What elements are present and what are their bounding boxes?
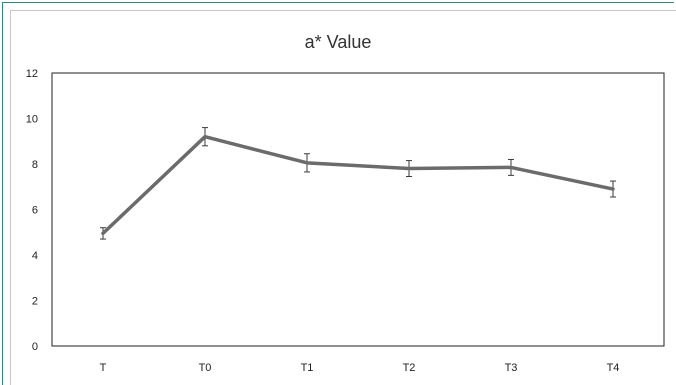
x-tick-label: T2 [403, 362, 416, 374]
y-tick-label: 12 [26, 68, 38, 80]
frame-accent-left [2, 2, 3, 385]
data-point [203, 135, 207, 139]
y-tick-label: 8 [32, 159, 38, 171]
data-point [305, 161, 309, 165]
x-tick-label: T1 [301, 362, 314, 374]
frame-inner-top [10, 10, 676, 11]
chart-title: a* Value [304, 32, 372, 52]
data-point [509, 165, 513, 169]
x-axis-ticks: T T0 T1 T2 T3 T4 [100, 362, 620, 374]
data-point [101, 231, 105, 235]
y-axis-ticks: 0 2 4 6 8 10 12 [26, 68, 38, 353]
frame-inner-left [10, 10, 11, 385]
chart-axes [51, 72, 665, 347]
plot-area-frame [51, 72, 665, 347]
x-tick-label: T [100, 362, 107, 374]
y-tick-label: 10 [26, 114, 38, 126]
error-bars [100, 127, 616, 240]
frame-accent-top [2, 2, 674, 3]
data-point [407, 167, 411, 171]
y-tick-label: 0 [32, 341, 38, 353]
x-tick-label: T0 [199, 362, 212, 374]
y-tick-label: 2 [32, 296, 38, 308]
data-point [611, 187, 615, 191]
y-tick-label: 4 [32, 250, 38, 262]
x-tick-label: T3 [505, 362, 518, 374]
series-line [101, 134, 615, 236]
x-tick-label: T4 [607, 362, 620, 374]
data-series [101, 134, 615, 236]
y-tick-label: 6 [32, 205, 38, 217]
